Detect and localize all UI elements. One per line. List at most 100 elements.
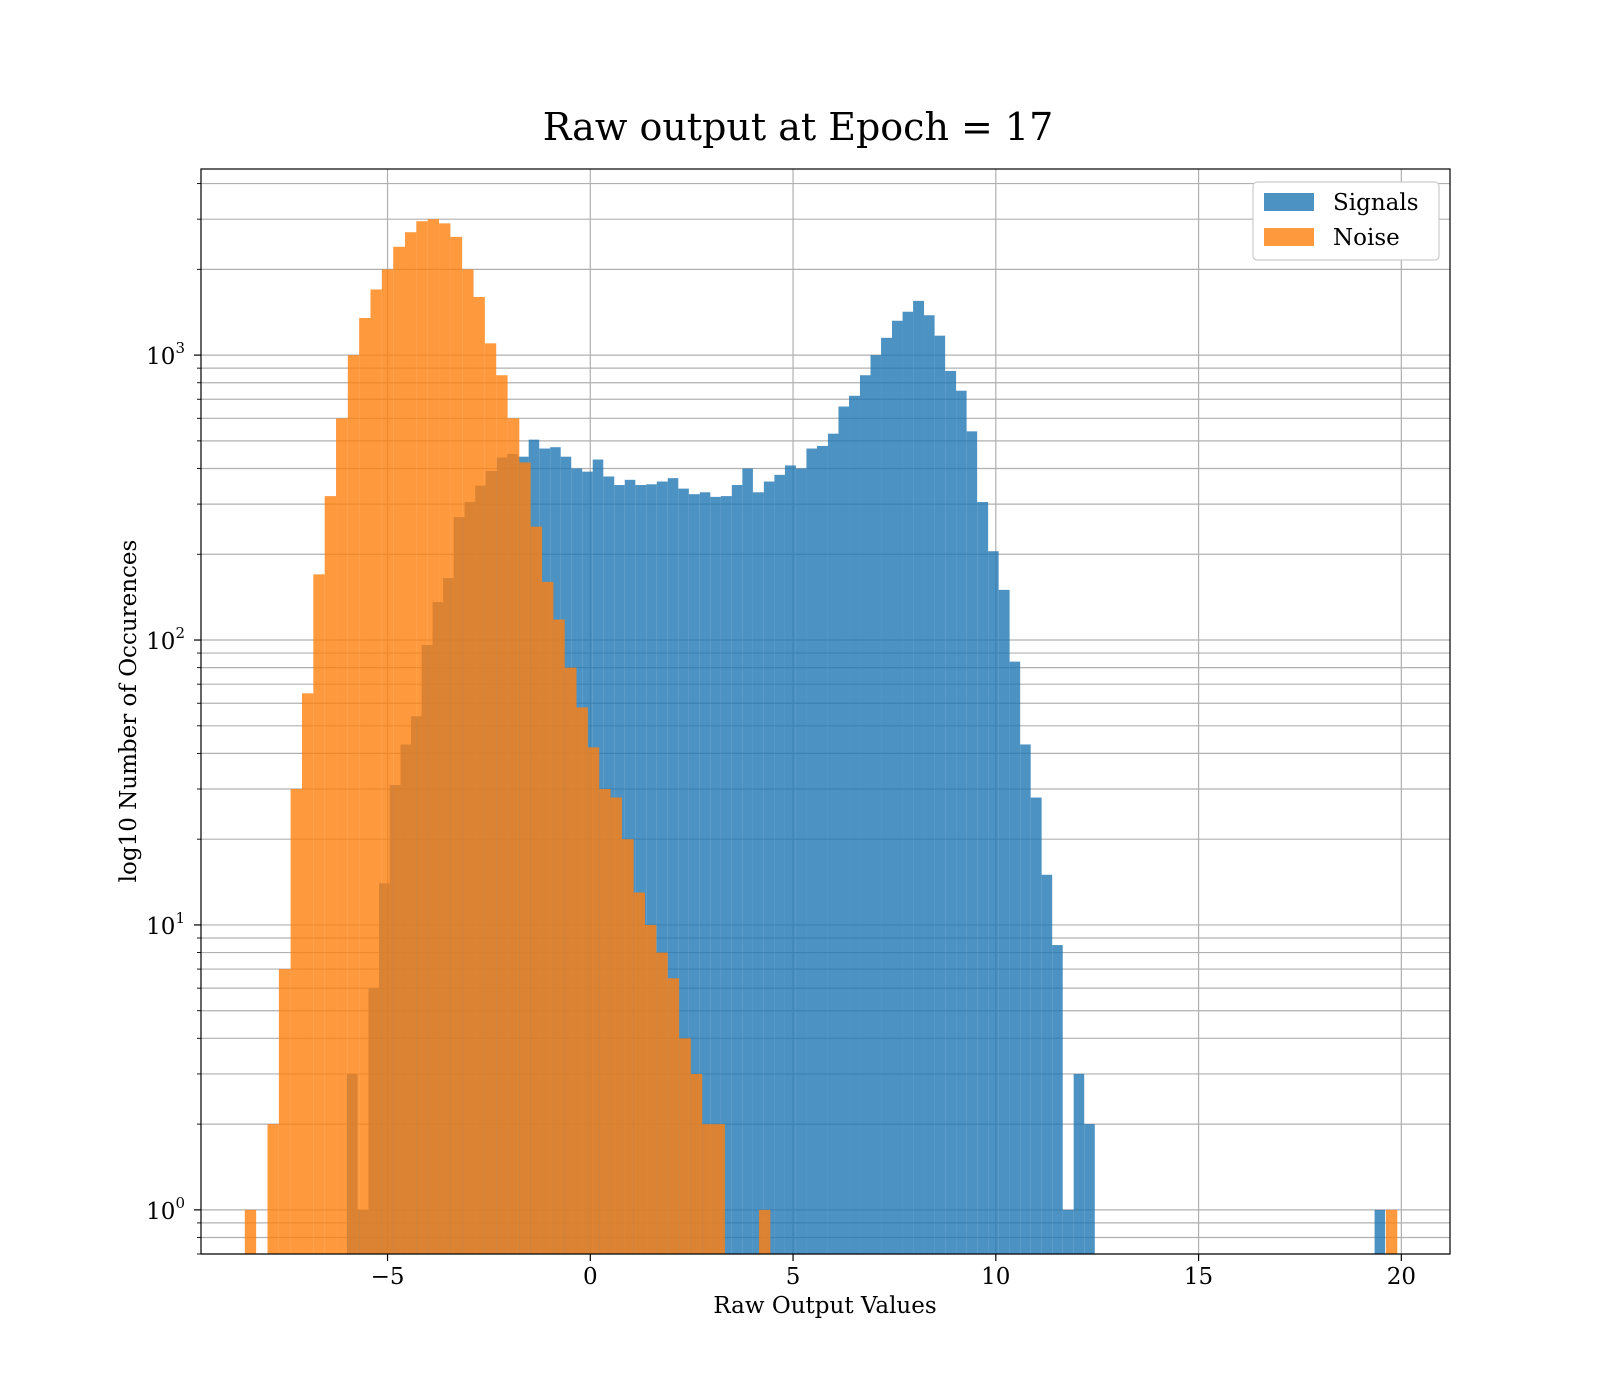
noise-bar bbox=[564, 667, 577, 1254]
noise-bar bbox=[404, 232, 417, 1254]
signals-bar bbox=[924, 315, 935, 1254]
series-noise bbox=[244, 219, 1398, 1255]
noise-bar bbox=[462, 269, 474, 1254]
noise-bar bbox=[324, 496, 337, 1254]
noise-bar bbox=[301, 693, 314, 1254]
noise-bar bbox=[610, 797, 622, 1254]
signals-bar bbox=[881, 337, 893, 1254]
noise-bar bbox=[393, 246, 405, 1254]
signals-bar bbox=[827, 433, 839, 1255]
signals-bar bbox=[1374, 1209, 1386, 1254]
signals-bar bbox=[849, 395, 860, 1254]
noise-bar bbox=[484, 343, 497, 1254]
plot-area-frame bbox=[200, 168, 1451, 1255]
signals-bar bbox=[913, 300, 925, 1254]
noise-bar bbox=[359, 317, 371, 1254]
noise-bar bbox=[278, 969, 291, 1254]
noise-bar bbox=[336, 418, 348, 1254]
y-tick-label: 102 bbox=[146, 624, 185, 655]
noise-bar bbox=[450, 236, 463, 1254]
noise-bar bbox=[656, 952, 668, 1254]
signals-bar bbox=[1052, 945, 1063, 1254]
noise-bar bbox=[347, 355, 360, 1254]
legend-swatch-signals bbox=[1264, 193, 1314, 211]
signals-bar bbox=[720, 496, 732, 1254]
signals-bar bbox=[988, 551, 999, 1254]
signals-bar bbox=[1020, 744, 1031, 1254]
signals-bar bbox=[742, 468, 753, 1254]
signals-bar bbox=[945, 370, 957, 1254]
x-tick-label: 10 bbox=[981, 1264, 1010, 1290]
legend-label-signals: Signals bbox=[1333, 190, 1419, 216]
noise-bar bbox=[553, 619, 565, 1254]
chart-title: Raw output at Epoch = 17 bbox=[543, 105, 1054, 149]
signals-bar bbox=[902, 311, 914, 1254]
x-tick-label: 0 bbox=[583, 1264, 598, 1290]
x-tick-label: 15 bbox=[1184, 1264, 1213, 1290]
noise-bar bbox=[667, 978, 680, 1254]
noise-bar bbox=[576, 707, 588, 1254]
signals-bar bbox=[731, 485, 743, 1254]
legend-label-noise: Noise bbox=[1333, 225, 1400, 251]
noise-bar bbox=[290, 789, 302, 1254]
noise-bar bbox=[244, 1209, 257, 1254]
noise-bar bbox=[530, 526, 543, 1254]
noise-bar bbox=[633, 892, 646, 1254]
signals-bar bbox=[784, 465, 796, 1254]
legend-swatch-noise bbox=[1264, 228, 1314, 246]
signals-bar bbox=[688, 494, 700, 1254]
signals-bar bbox=[646, 484, 657, 1254]
signals-bar bbox=[667, 478, 679, 1254]
x-tick-label: −5 bbox=[371, 1264, 405, 1290]
signals-bar bbox=[656, 481, 668, 1254]
signals-bar bbox=[870, 355, 882, 1254]
signals-bar bbox=[1030, 797, 1042, 1254]
x-tick-label: 20 bbox=[1387, 1264, 1416, 1290]
histogram-bars bbox=[244, 219, 1398, 1255]
y-tick-label: 100 bbox=[146, 1194, 185, 1225]
noise-bar bbox=[1385, 1209, 1398, 1254]
noise-bar bbox=[702, 1124, 714, 1254]
y-tick-label: 101 bbox=[146, 909, 185, 940]
y-tick-label: 103 bbox=[146, 339, 185, 370]
signals-bar bbox=[998, 589, 1010, 1254]
signals-bar bbox=[806, 448, 817, 1255]
noise-bar bbox=[416, 221, 428, 1255]
noise-bar bbox=[313, 574, 325, 1254]
signals-bar bbox=[1084, 1124, 1095, 1254]
noise-bar bbox=[621, 839, 634, 1254]
y-axis-label: log10 Number of Occurences bbox=[116, 540, 142, 883]
signals-bar bbox=[816, 445, 828, 1254]
noise-bar bbox=[381, 269, 394, 1254]
signals-bar bbox=[1062, 1209, 1074, 1254]
signals-bar bbox=[699, 492, 711, 1255]
chart-legend: Signals Noise bbox=[1252, 181, 1440, 261]
signals-bar bbox=[795, 468, 807, 1254]
noise-bar bbox=[267, 1124, 279, 1254]
signals-bar bbox=[678, 488, 689, 1254]
noise-bar bbox=[713, 1124, 725, 1254]
noise-bar bbox=[439, 223, 451, 1255]
signals-bar bbox=[752, 492, 764, 1255]
x-axis-label: Raw Output Values bbox=[713, 1293, 936, 1319]
noise-bar bbox=[507, 418, 520, 1254]
noise-bar bbox=[542, 581, 554, 1254]
signals-bar bbox=[774, 474, 785, 1254]
x-tick-label: 5 bbox=[786, 1264, 801, 1290]
noise-bar bbox=[427, 219, 440, 1255]
noise-bar bbox=[599, 789, 611, 1254]
signals-bar bbox=[838, 406, 850, 1254]
signals-bar bbox=[710, 496, 721, 1254]
signals-bar bbox=[1041, 874, 1053, 1254]
signals-bar bbox=[1073, 1073, 1085, 1254]
signals-bar bbox=[977, 502, 989, 1254]
signals-bar bbox=[1009, 661, 1021, 1254]
axis-ticks: −5 0 5 10 15 20 100 101 102 103 bbox=[146, 183, 1416, 1290]
noise-bar bbox=[679, 1038, 691, 1254]
signals-bar bbox=[892, 320, 903, 1254]
noise-bar bbox=[496, 375, 508, 1254]
noise-bar bbox=[473, 296, 485, 1255]
noise-bar bbox=[758, 1209, 771, 1254]
noise-bar bbox=[519, 462, 531, 1254]
